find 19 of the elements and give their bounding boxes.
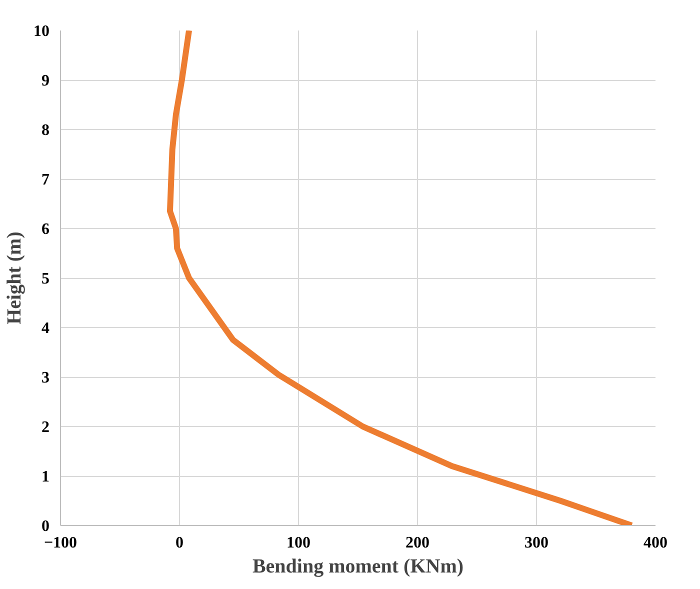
y-tick-label: 0 — [42, 518, 50, 535]
y-tick-label: 7 — [42, 172, 50, 188]
y-tick-label: 2 — [42, 419, 50, 436]
x-tick-label: 0 — [176, 534, 184, 552]
y-tick-label: 6 — [42, 221, 50, 238]
x-tick-label: −100 — [44, 534, 78, 552]
y-tick-label: 10 — [34, 23, 50, 40]
y-tick-label: 9 — [42, 72, 50, 90]
x-tick-label: 200 — [406, 534, 430, 552]
x-tick-label: 300 — [524, 534, 548, 552]
x-axis-title: Bending moment (KNm) — [252, 556, 464, 578]
y-tick-label: 3 — [42, 370, 50, 386]
x-tick-label: 400 — [644, 534, 668, 552]
x-tick-label: 100 — [286, 534, 310, 552]
y-tick-label: 1 — [42, 468, 50, 486]
y-tick-label: 5 — [42, 270, 50, 288]
y-tick-label: 4 — [42, 320, 50, 337]
y-tick-label: 8 — [42, 122, 50, 139]
y-axis-title: Height (m) — [4, 232, 26, 324]
